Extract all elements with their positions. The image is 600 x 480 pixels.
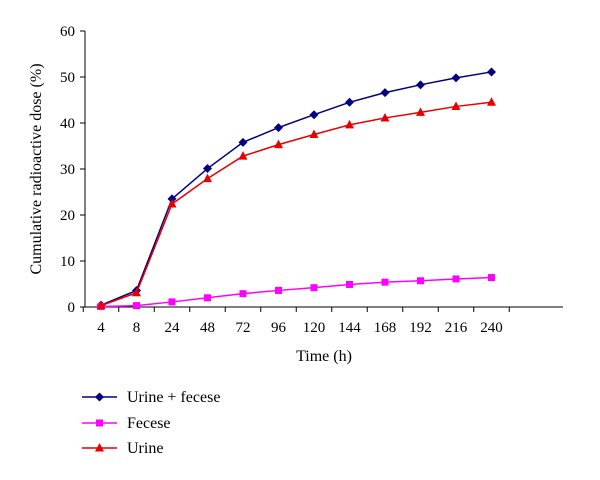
x-tick-label: 48 [200,320,215,336]
legend-item: Urine [82,440,163,457]
y-tick-label: 60 [60,24,75,40]
data-point [275,286,282,294]
data-point [416,107,425,116]
data-point [451,73,461,83]
series-square [97,274,495,311]
x-tick-label: 120 [303,320,326,336]
series-line [100,101,492,307]
data-point [96,300,106,310]
data-point [167,198,177,208]
data-point [238,137,248,147]
legend-item: Urine + fecese [82,389,220,406]
legend-marker [95,443,104,452]
data-point [167,194,177,204]
y-tick-label: 10 [60,254,75,270]
x-tick-label: 8 [133,320,141,336]
x-tick-label: 72 [236,320,251,336]
series-triangle [96,97,496,310]
y-axis-title: Cumulative radioactive dose (%) [28,63,45,274]
data-point [203,173,212,183]
data-point [417,277,424,285]
data-point [310,284,318,292]
legend-label: Urine [127,440,163,457]
y-tick-label: 20 [60,208,75,224]
data-point [274,123,283,133]
x-tick-label: 192 [409,320,432,336]
x-axis-ticks: 4 8 24 48 72 96 120 144 168 192 216 240 [82,307,510,336]
data-point [487,97,496,106]
x-tick-label: 240 [480,320,503,336]
legend-label: Urine + fecese [127,389,220,406]
y-tick-label: 0 [68,300,76,316]
x-tick-label: 24 [165,320,181,336]
data-point [309,110,319,120]
y-axis-ticks: 0 10 20 30 40 50 60 [60,24,85,316]
legend-marker [95,392,104,402]
data-point [238,151,248,160]
data-point [346,280,353,288]
data-point [168,298,176,306]
data-point [204,294,211,302]
y-tick-label: 40 [60,116,75,132]
data-point [345,97,354,107]
series-layer [96,67,496,311]
data-point [132,287,141,297]
data-point [309,129,319,138]
data-point [451,101,461,110]
data-point [239,290,247,298]
data-point [345,119,354,129]
data-point [488,274,495,282]
x-tick-label: 96 [271,320,287,336]
series-line [100,71,492,306]
legend-label: Fecese [127,415,171,432]
x-tick-label: 4 [97,320,105,336]
data-point [380,88,390,98]
data-point [380,112,390,122]
y-tick-label: 50 [60,70,75,86]
x-tick-label: 144 [338,320,361,336]
x-tick-label: 216 [445,320,468,336]
y-tick-label: 30 [60,162,75,178]
series-line [100,276,492,308]
legend: Urine + fecese Fecese Urine [82,389,220,457]
x-axis-title: Time (h) [296,348,352,365]
data-point [416,80,425,90]
data-point [133,302,140,310]
data-point [381,278,389,286]
x-tick-label: 168 [374,320,397,336]
data-point [452,275,460,283]
legend-item: Fecese [82,415,171,432]
legend-marker [96,419,103,427]
data-point [487,67,496,77]
data-point [203,164,212,174]
series-diamond [96,67,496,310]
data-point [274,139,283,149]
